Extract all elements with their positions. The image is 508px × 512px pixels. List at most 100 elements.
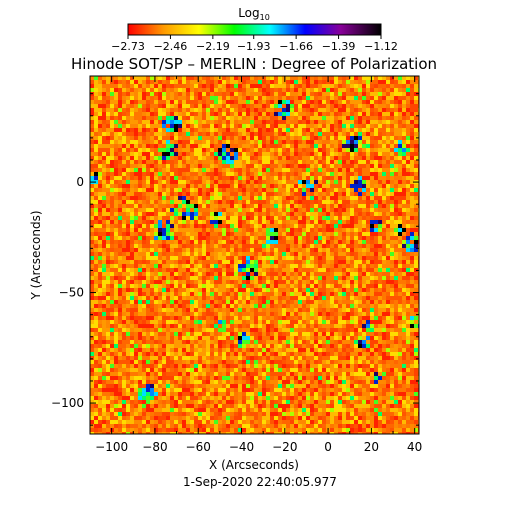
heatmap-cell [302,308,306,312]
heatmap-cell [322,264,326,268]
heatmap-cell [394,96,398,100]
heatmap-cell [142,240,146,244]
heatmap-cell [194,152,198,156]
heatmap-cell [198,304,202,308]
heatmap-cell [146,244,150,248]
heatmap-cell [258,100,262,104]
heatmap-cell [394,184,398,188]
heatmap-cell [118,264,122,268]
heatmap-cell [174,288,178,292]
heatmap-cell [242,252,246,256]
heatmap-cell [322,180,326,184]
heatmap-cell [402,164,406,168]
heatmap-cell [226,264,230,268]
heatmap-cell [190,100,194,104]
heatmap-cell [150,124,154,128]
heatmap-cell [270,116,274,120]
heatmap-cell [142,156,146,160]
heatmap-cell [198,248,202,252]
heatmap-cell [374,292,378,296]
heatmap-cell [134,84,138,88]
heatmap-cell [374,188,378,192]
heatmap-cell [410,276,414,280]
heatmap-cell [170,268,174,272]
heatmap-cell [186,308,190,312]
heatmap-cell [298,284,302,288]
heatmap-cell [154,272,158,276]
heatmap-cell [334,212,338,216]
heatmap-cell [358,116,362,120]
heatmap-cell [178,92,182,96]
heatmap-cell [230,92,234,96]
heatmap-cell [274,152,278,156]
heatmap-cell [398,140,402,144]
heatmap-cell [406,240,410,244]
heatmap-cell [274,280,278,284]
heatmap-cell [334,300,338,304]
heatmap-cell [90,296,94,300]
heatmap-cell [198,220,202,224]
heatmap-cell [314,300,318,304]
heatmap-cell [158,232,162,236]
heatmap-cell [326,120,330,124]
heatmap-cell [238,252,242,256]
heatmap-cell [342,160,346,164]
heatmap-cell [138,280,142,284]
heatmap-cell [202,208,206,212]
heatmap-cell [274,136,278,140]
heatmap-cell [214,80,218,84]
heatmap-cell [230,280,234,284]
heatmap-cell [362,124,366,128]
heatmap-cell [174,96,178,100]
heatmap-cell [214,128,218,132]
heatmap-cell [310,248,314,252]
heatmap-cell [230,76,234,80]
heatmap-cell [186,272,190,276]
heatmap-cell [102,132,106,136]
heatmap-cell [110,120,114,124]
heatmap-cell [338,256,342,260]
heatmap-cell [182,192,186,196]
heatmap-cell [150,204,154,208]
heatmap-cell [162,80,166,84]
heatmap-cell [218,292,222,296]
heatmap-cell [406,120,410,124]
heatmap-cell [258,312,262,316]
heatmap-cell [362,188,366,192]
heatmap-cell [306,244,310,248]
heatmap-cell [334,184,338,188]
heatmap-cell [370,228,374,232]
heatmap-cell [362,132,366,136]
heatmap-cell [274,120,278,124]
heatmap-cell [390,144,394,148]
heatmap-cell [290,108,294,112]
heatmap-cell [358,112,362,116]
heatmap-cell [206,136,210,140]
heatmap-cell [310,168,314,172]
heatmap-cell [402,156,406,160]
heatmap-cell [298,312,302,316]
heatmap-cell [114,248,118,252]
heatmap-cell [198,88,202,92]
heatmap-cell [182,248,186,252]
heatmap-cell [146,292,150,296]
heatmap-cell [126,104,130,108]
heatmap-cell [98,292,102,296]
heatmap-cell [170,124,174,128]
heatmap-cell [270,104,274,108]
heatmap-cell [146,212,150,216]
heatmap-cell [234,160,238,164]
heatmap-cell [362,108,366,112]
heatmap-cell [394,280,398,284]
heatmap-cell [346,308,350,312]
heatmap-cell [194,176,198,180]
heatmap-cell [154,252,158,256]
heatmap-cell [142,220,146,224]
heatmap-cell [362,208,366,212]
heatmap-cell [162,264,166,268]
heatmap-cell [386,128,390,132]
heatmap-cell [402,268,406,272]
heatmap-cell [222,268,226,272]
heatmap-cell [218,168,222,172]
heatmap-cell [322,304,326,308]
